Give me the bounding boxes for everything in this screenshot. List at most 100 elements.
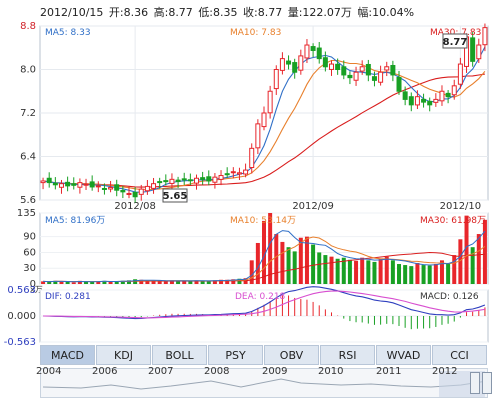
vol-ma5-legend: MA5: 81.96万 [45, 216, 105, 226]
tab-kdj[interactable]: KDJ [96, 345, 151, 365]
volume-bar [41, 281, 46, 284]
candle-body [169, 178, 175, 184]
candle-body [77, 182, 83, 188]
volume-bar [274, 234, 279, 284]
header-close: 收:8.77 [243, 6, 283, 19]
candle-body [224, 173, 230, 176]
navigator-left-handle[interactable] [470, 372, 480, 394]
volume-bar [47, 281, 52, 284]
volume-bar [120, 280, 125, 284]
candle-body [335, 63, 341, 70]
macd-tick-label: -0.563 [4, 337, 36, 345]
tab-macd[interactable]: MACD [40, 345, 95, 365]
vol-ma30-legend: MA30: 61.98万 [420, 216, 486, 226]
volume-bar [157, 280, 162, 284]
volume-bar [151, 281, 156, 284]
candle-body [365, 63, 371, 76]
date-tick-label: 2012/08 [114, 201, 156, 212]
candle-body [353, 71, 359, 81]
timeline-year-label: 2010 [318, 366, 344, 377]
candle-body [255, 123, 261, 149]
candle-body [408, 96, 414, 106]
volume-bar [378, 258, 383, 284]
dea-legend: DEA: 0.218 [235, 292, 286, 302]
volume-bar [409, 266, 414, 284]
volume-bar [169, 280, 174, 284]
volume-bar [292, 251, 297, 284]
candle-body [175, 179, 181, 183]
candle-body [470, 37, 476, 62]
candle-body [71, 183, 77, 186]
tab-boll[interactable]: BOLL [152, 345, 207, 365]
candle-body [126, 192, 132, 195]
candle-body [378, 71, 384, 83]
volume-bar [194, 280, 199, 284]
volume-bar [126, 280, 131, 284]
volume-bar [77, 280, 82, 284]
candle-body [329, 63, 335, 70]
volume-bar [335, 258, 340, 284]
volume-bar [427, 265, 432, 284]
candle-body [298, 55, 304, 71]
volume-bar [464, 215, 469, 284]
price-tick-label: 8.0 [20, 65, 36, 76]
candle-body [163, 180, 169, 183]
price-tick-label: 7.2 [20, 108, 36, 119]
candle-body [83, 183, 89, 186]
tab-rsi[interactable]: RSI [320, 345, 375, 365]
macd-tick-label: 0.000 [7, 311, 36, 322]
volume-bar [219, 279, 224, 284]
candle-body [95, 185, 101, 188]
tab-cci[interactable]: CCI [432, 345, 487, 365]
volume-unit-label: x万 [30, 285, 43, 294]
volume-bar [96, 281, 101, 284]
volume-bar [403, 265, 408, 284]
timeline-year-label: 2011 [376, 366, 402, 377]
header-date: 2012/10/15 [40, 6, 104, 19]
volume-bar [341, 257, 346, 284]
tab-wvad[interactable]: WVAD [376, 345, 431, 365]
candle-body [243, 169, 249, 175]
candle-body [322, 57, 328, 68]
candle-body [384, 66, 390, 71]
volume-bar [384, 256, 389, 284]
candle-body [181, 178, 187, 181]
timeline-year-label: 2006 [92, 366, 118, 377]
navigator-history-line [42, 378, 488, 390]
high-price-box [442, 33, 468, 49]
navigator-right-handle[interactable] [482, 372, 492, 394]
tab-psy[interactable]: PSY [208, 345, 263, 365]
candle-body [65, 181, 71, 187]
price-tick-label: 6.4 [20, 152, 36, 163]
volume-bar [415, 262, 420, 284]
volume-bar [323, 255, 328, 284]
candle-body [414, 96, 420, 106]
dif-legend: DIF: 0.281 [45, 292, 91, 302]
candle-body [402, 91, 408, 100]
candle-body [58, 183, 64, 188]
low-price-box [162, 188, 188, 203]
candle-body [89, 181, 95, 188]
volume-bar [249, 260, 254, 284]
date-tick-label: 2012/10 [440, 201, 482, 212]
candle-body [286, 60, 292, 65]
volume-bar [476, 234, 481, 284]
candle-body [40, 180, 46, 184]
candle-body [230, 171, 236, 174]
header-open: 开:8.36 [108, 6, 149, 19]
header-volume: 量:122.07万 [287, 6, 352, 19]
volume-bar [71, 282, 76, 284]
volume-bar [390, 260, 395, 284]
tab-obv[interactable]: OBV [264, 345, 319, 365]
volume-bar [200, 280, 205, 284]
volume-bar [360, 257, 365, 284]
indicator-tab-bar: MACD KDJ BOLL PSY OBV RSI WVAD CCI [40, 345, 488, 367]
timeline-year-label: 2012 [432, 366, 458, 377]
volume-bar [145, 280, 150, 284]
ma30-legend: MA30: 7.83 [430, 28, 481, 38]
candle-body [427, 100, 433, 106]
volume-tick-label: 0 [30, 279, 36, 290]
timeline-navigator[interactable] [40, 368, 488, 398]
volume-bar [139, 279, 144, 284]
candle-body [279, 58, 285, 71]
